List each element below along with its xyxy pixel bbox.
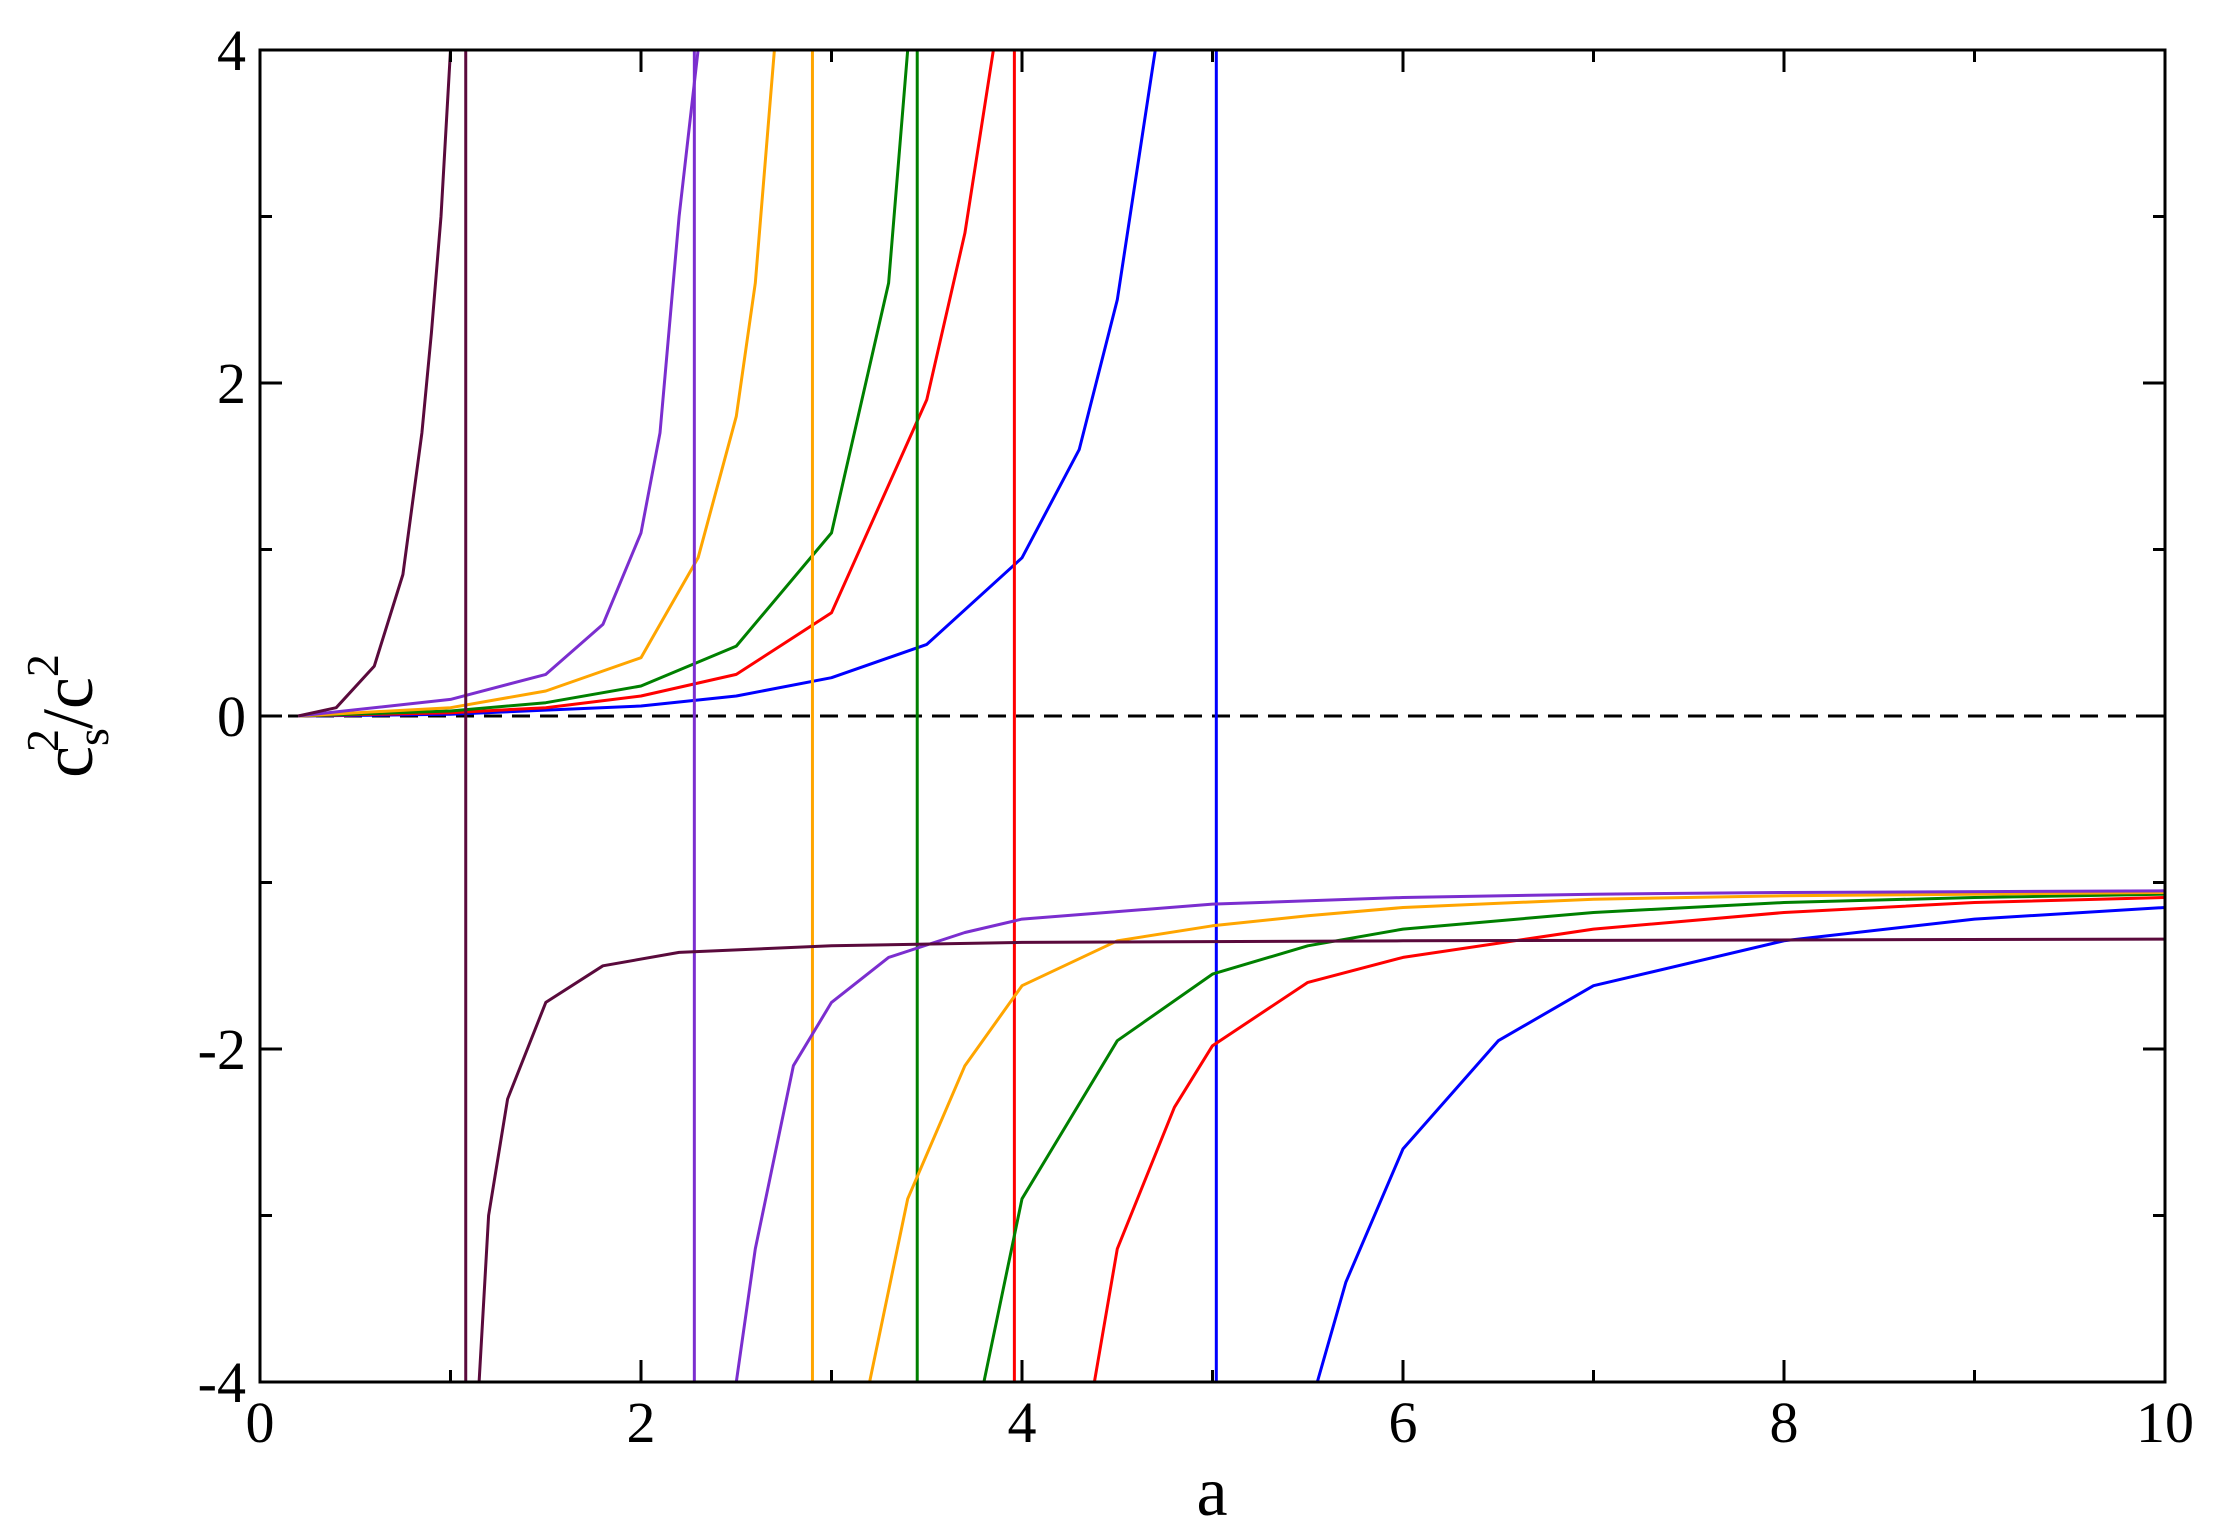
series-3-negative-branch <box>868 891 2165 1382</box>
series-5-positive-branch <box>297 50 452 718</box>
series-0-negative-branch <box>1315 906 2165 1382</box>
y-axis-title-separator: /c <box>28 677 108 729</box>
x-tick-label: 0 <box>246 1390 275 1455</box>
y-tick-label: 2 <box>217 351 246 416</box>
x-axis-title: a <box>1196 1454 1227 1531</box>
series-layer <box>260 50 2165 1382</box>
series-5-negative-branch <box>477 937 2165 1382</box>
x-tick-label: 10 <box>2136 1390 2194 1455</box>
y-axis-title-base: c <box>28 746 108 778</box>
series-2-negative-branch <box>982 892 2165 1382</box>
x-tick-label: 4 <box>1008 1390 1037 1455</box>
series-0-positive-branch <box>298 50 1157 718</box>
series-1-negative-branch <box>1092 896 2165 1382</box>
y-axis-title-superscript-2: 2 <box>17 654 68 677</box>
y-tick-label: 4 <box>217 18 246 83</box>
x-tick-label: 8 <box>1770 1390 1799 1455</box>
y-axis-title: cs2/c2 <box>17 654 118 778</box>
y-axis-title-superscript-1: 2 <box>17 729 68 752</box>
y-tick-label: 0 <box>217 684 246 749</box>
series-1-positive-branch <box>298 50 995 718</box>
y-tick-label: -4 <box>198 1350 246 1415</box>
axis-layer: 0 2 4 6 8 10 -4 -2 0 2 4 <box>198 18 2194 1455</box>
x-tick-label: 6 <box>1389 1390 1418 1455</box>
y-axis-title-subscript: s <box>67 728 118 746</box>
y-tick-label: -2 <box>198 1017 246 1082</box>
x-tick-label: 2 <box>627 1390 656 1455</box>
series-4-negative-branch <box>734 889 2165 1382</box>
